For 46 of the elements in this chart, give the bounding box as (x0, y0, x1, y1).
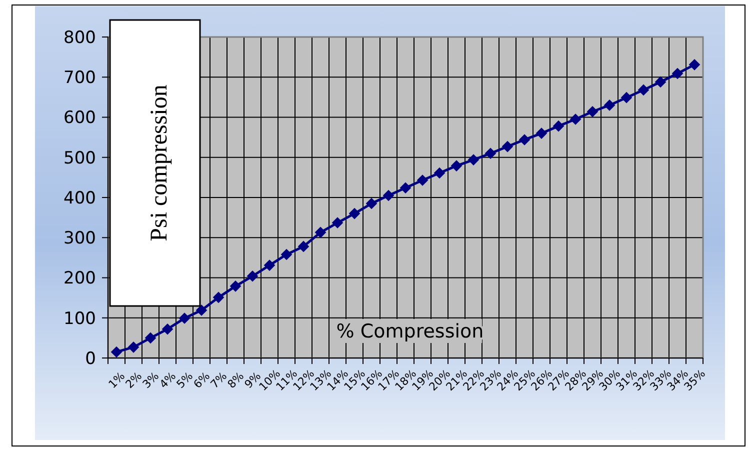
point (332, 217, 344, 228)
point (110, 346, 122, 358)
point (434, 167, 446, 179)
point (586, 106, 598, 118)
point (502, 140, 514, 152)
y-tick-label: 700 (64, 68, 96, 88)
point (212, 292, 224, 304)
point (144, 332, 156, 344)
y-tick-label: 500 (64, 148, 96, 168)
y-tick-label: 400 (64, 188, 96, 208)
point (366, 198, 378, 210)
y-tick-label: 600 (64, 108, 96, 128)
point (638, 84, 650, 96)
point (382, 190, 394, 202)
point (570, 114, 582, 125)
point (196, 304, 208, 316)
point (620, 92, 632, 104)
y-tick-label: 300 (64, 228, 96, 249)
point (400, 182, 412, 194)
point (450, 160, 462, 172)
y-tick-label: 0 (85, 348, 96, 369)
y-axis-title: Psi compression (146, 84, 172, 242)
point (416, 174, 428, 186)
point (348, 208, 360, 220)
point (468, 154, 480, 166)
x-axis-title: % Compression (336, 320, 484, 343)
point (280, 248, 292, 260)
point (314, 226, 326, 238)
point (536, 128, 548, 139)
point (298, 240, 310, 252)
point (128, 342, 140, 353)
point (162, 323, 174, 335)
y-tick-label: 100 (64, 308, 96, 329)
point (604, 100, 616, 111)
point (654, 76, 666, 88)
point (688, 59, 700, 70)
y-tick-label: 200 (64, 268, 96, 289)
point (264, 260, 276, 271)
point (230, 280, 242, 292)
point (518, 134, 530, 146)
y-tick-label: 800 (64, 28, 96, 48)
point (246, 270, 258, 282)
point (484, 148, 496, 160)
point (672, 68, 684, 80)
point (552, 120, 564, 132)
point (178, 312, 190, 324)
